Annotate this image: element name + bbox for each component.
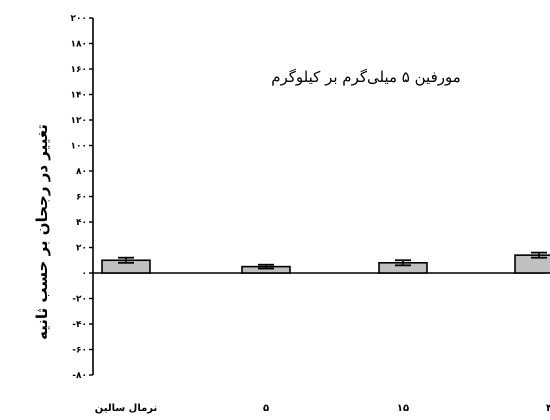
y-tick-label: ۱۸۰ bbox=[71, 40, 87, 50]
category-labels: نرمال سالین ۵ ۱۵ ۴۰ bbox=[95, 403, 550, 414]
y-tick-label: ۲۰۰ bbox=[71, 14, 87, 24]
y-tick-label: -۲۰ bbox=[72, 295, 87, 305]
y-axis-ticks: -۸۰ -۶۰ -۴۰ -۲۰ ۰ ۲۰ ۴۰ ۶۰ ۸۰ ۱۰۰ ۱۲۰ ۱۴۰ ۱۶۰ ۱۸۰ ۲۰۰ bbox=[71, 14, 93, 381]
y-tick-label: ۱۶۰ bbox=[71, 65, 87, 75]
y-tick-label: ۰ bbox=[82, 269, 88, 279]
y-tick-label: ۱۰۰ bbox=[71, 142, 87, 152]
y-axis-label: تغییر در رجحان بر حسب ثانیه bbox=[33, 124, 51, 340]
y-tick-label: ۴۰ bbox=[76, 218, 87, 228]
y-tick-label: -۸۰ bbox=[72, 371, 87, 381]
bars-group bbox=[101, 251, 550, 274]
chart-annotation: مورفین ۵ میلی‌گرم بر کیلوگرم bbox=[271, 68, 461, 86]
y-tick-label: -۴۰ bbox=[72, 320, 87, 330]
y-tick-label: ۲۰ bbox=[76, 244, 87, 254]
category-label: نرمال سالین bbox=[95, 403, 158, 414]
category-label: ۵ bbox=[263, 403, 269, 414]
category-label: ۴۰ bbox=[546, 403, 550, 414]
y-tick-label: ۱۲۰ bbox=[71, 116, 87, 126]
y-tick-label: ۱۴۰ bbox=[71, 91, 87, 101]
y-tick-label: -۶۰ bbox=[72, 346, 87, 356]
y-tick-label: ۸۰ bbox=[76, 167, 87, 177]
y-tick-label: ۶۰ bbox=[76, 193, 87, 203]
category-label: ۱۵ bbox=[397, 403, 409, 414]
